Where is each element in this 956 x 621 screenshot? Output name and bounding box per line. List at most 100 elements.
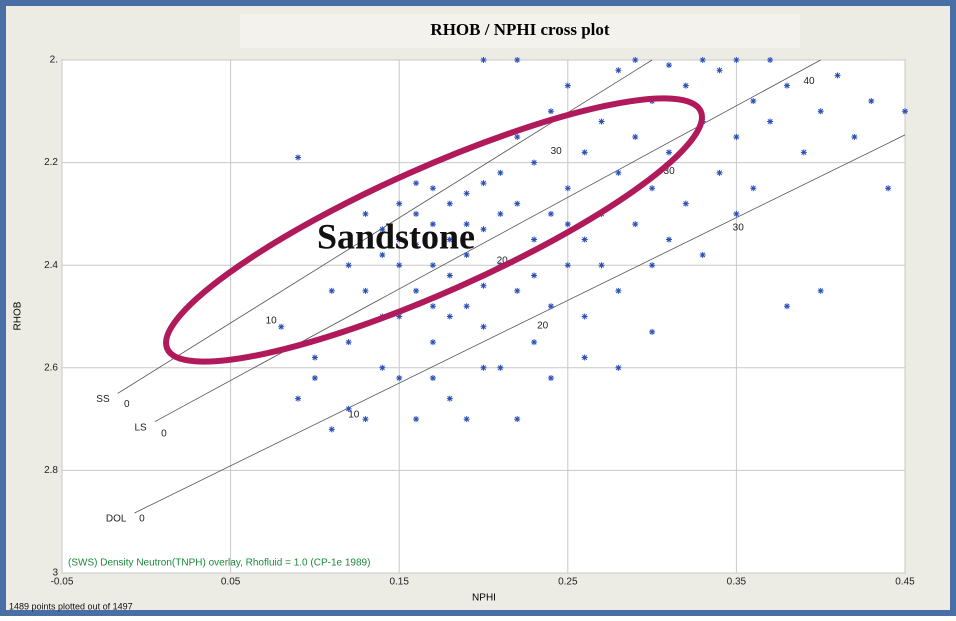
point <box>699 251 706 258</box>
point <box>615 364 622 371</box>
point <box>396 236 403 243</box>
y-tick-label: 2.6 <box>44 362 58 373</box>
y-axis-label: RHOB <box>13 301 24 330</box>
point <box>379 364 386 371</box>
point <box>581 236 588 243</box>
point <box>413 241 420 248</box>
chart-title: RHOB / NPHI cross plot <box>430 20 609 39</box>
overlay-name: SS <box>96 394 110 405</box>
overlay-name: LS <box>134 422 147 433</box>
point <box>649 328 656 335</box>
point <box>767 118 774 125</box>
point <box>311 375 318 382</box>
sandstone-ellipse <box>163 95 705 365</box>
point <box>328 287 335 294</box>
point <box>379 251 386 258</box>
porosity-label: 30 <box>664 166 676 177</box>
porosity-label: 20 <box>537 321 549 332</box>
point <box>716 169 723 176</box>
point <box>665 62 672 69</box>
y-tick-label: 2.4 <box>44 260 58 271</box>
y-tick-label: 2.2 <box>44 157 58 168</box>
point <box>699 57 706 63</box>
annotation: Sandstone <box>317 216 475 256</box>
point <box>446 313 453 320</box>
point <box>379 226 386 233</box>
point <box>902 108 908 115</box>
point <box>783 303 790 310</box>
point <box>413 210 420 217</box>
point <box>362 210 369 217</box>
point <box>463 221 470 228</box>
point <box>564 185 571 192</box>
point <box>480 282 487 289</box>
point <box>531 236 538 243</box>
point <box>345 339 352 346</box>
title-bar <box>240 14 800 48</box>
point <box>649 185 656 192</box>
plot-area <box>61 59 906 574</box>
point <box>514 416 521 423</box>
point <box>480 323 487 330</box>
point <box>851 133 858 140</box>
point <box>497 364 504 371</box>
point <box>564 221 571 228</box>
point <box>514 57 521 63</box>
overlay-line <box>134 134 906 514</box>
point <box>868 98 875 105</box>
point <box>311 354 318 361</box>
point <box>480 226 487 233</box>
porosity-label: 10 <box>348 409 360 420</box>
point <box>531 339 538 346</box>
porosity-label: 0 <box>139 514 145 525</box>
point <box>665 149 672 156</box>
point <box>480 180 487 187</box>
point <box>497 210 504 217</box>
point <box>514 287 521 294</box>
point <box>783 82 790 89</box>
point <box>733 133 740 140</box>
point <box>429 339 436 346</box>
point <box>632 133 639 140</box>
point <box>632 57 639 63</box>
point <box>396 200 403 207</box>
porosity-label: 30 <box>733 223 745 234</box>
point <box>547 108 554 115</box>
point <box>547 375 554 382</box>
point <box>514 133 521 140</box>
x-tick-label: 0.35 <box>727 577 747 588</box>
point <box>295 154 302 161</box>
point <box>429 375 436 382</box>
point <box>581 149 588 156</box>
point <box>413 416 420 423</box>
y-tick-label: 2.8 <box>44 465 58 476</box>
porosity-label: 10 <box>266 316 278 327</box>
porosity-label: 0 <box>161 428 167 439</box>
x-tick-label: -0.05 <box>51 577 74 588</box>
point <box>278 323 285 330</box>
point <box>463 416 470 423</box>
overlay-line <box>154 59 821 423</box>
point <box>362 287 369 294</box>
point <box>463 303 470 310</box>
point <box>800 149 807 156</box>
point <box>413 180 420 187</box>
point <box>649 262 656 269</box>
y-tick-label: 2. <box>50 55 58 66</box>
point <box>598 262 605 269</box>
point <box>295 395 302 402</box>
point <box>429 185 436 192</box>
point <box>547 210 554 217</box>
point <box>817 287 824 294</box>
point <box>429 303 436 310</box>
porosity-label: 20 <box>497 256 509 267</box>
status-text: 1489 points plotted out of 1497 <box>9 601 133 611</box>
y-tick-label: 3 <box>52 568 58 579</box>
point <box>463 190 470 197</box>
point <box>665 236 672 243</box>
point <box>615 287 622 294</box>
point <box>750 185 757 192</box>
point <box>581 313 588 320</box>
point <box>345 262 352 269</box>
